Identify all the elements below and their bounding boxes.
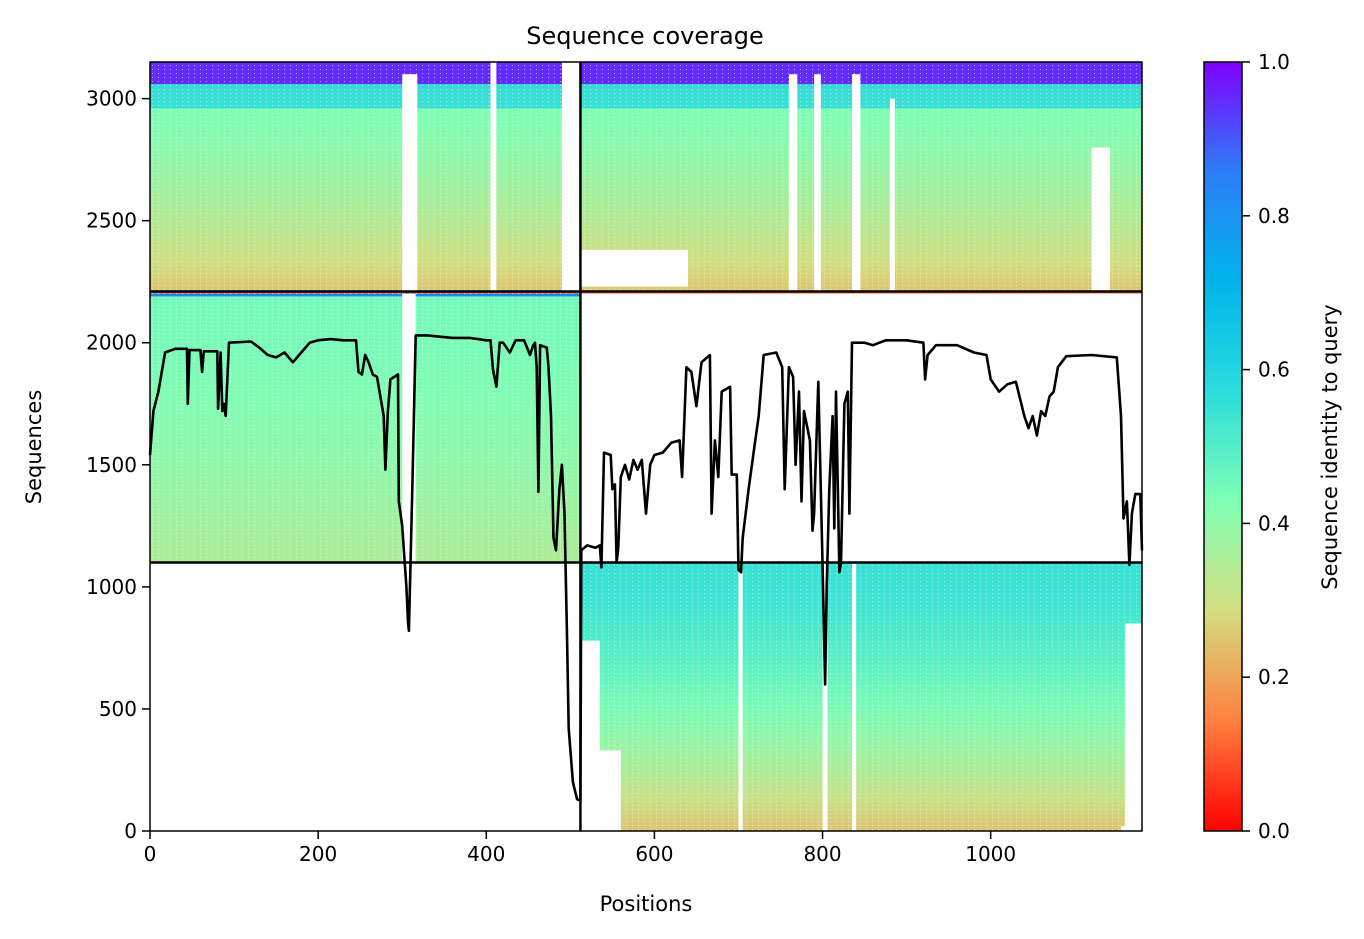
y-axis-label: Sequences [22,390,46,505]
alignment-streak-texture [580,562,1142,831]
x-tick-label: 200 [299,842,337,866]
heatmap-gaps [150,62,1142,831]
x-tick-label: 600 [635,842,673,866]
x-tick-label: 1000 [965,842,1016,866]
colorbar-tick-label: 0.0 [1258,819,1290,843]
y-tick-label: 3000 [86,87,137,111]
x-tick-label: 0 [144,842,157,866]
colorbar: 0.0 0.2 0.4 0.6 0.8 1.0 Sequence identity to … [1203,50,1342,843]
x-tick-label: 800 [803,842,841,866]
y-tick-label: 0 [124,819,137,843]
y-tick-label: 1000 [86,575,137,599]
y-tick-label: 2500 [86,209,137,233]
colorbar-gradient [1203,61,1243,832]
colorbar-tick-label: 1.0 [1258,50,1290,74]
plot-area [148,61,1144,832]
coverage-line [148,334,1144,802]
x-axis: 0 200 400 600 800 1000 [144,831,1016,866]
alignment-streak-texture [150,62,581,292]
colorbar-tick-label: 0.2 [1258,665,1290,689]
alignment-streak-texture [580,62,1142,292]
y-tick-label: 2000 [86,331,137,355]
y-tick-label: 1500 [86,453,137,477]
y-axis: 0 500 1000 1500 2000 2500 3000 [86,87,150,843]
plot-frame [149,61,1143,832]
colorbar-tick-label: 0.6 [1258,358,1290,382]
colorbar-label: Sequence identity to query [1318,304,1342,589]
chart-title: Sequence coverage [526,22,763,50]
colorbar-tick-label: 0.8 [1258,204,1290,228]
colorbar-tick-label: 0.4 [1258,511,1290,535]
y-tick-label: 500 [99,697,137,721]
x-axis-label: Positions [600,892,693,916]
alignment-streak-texture [150,291,581,563]
x-tick-label: 400 [467,842,505,866]
colorbar-ticks: 0.0 0.2 0.4 0.6 0.8 1.0 [1242,50,1290,843]
